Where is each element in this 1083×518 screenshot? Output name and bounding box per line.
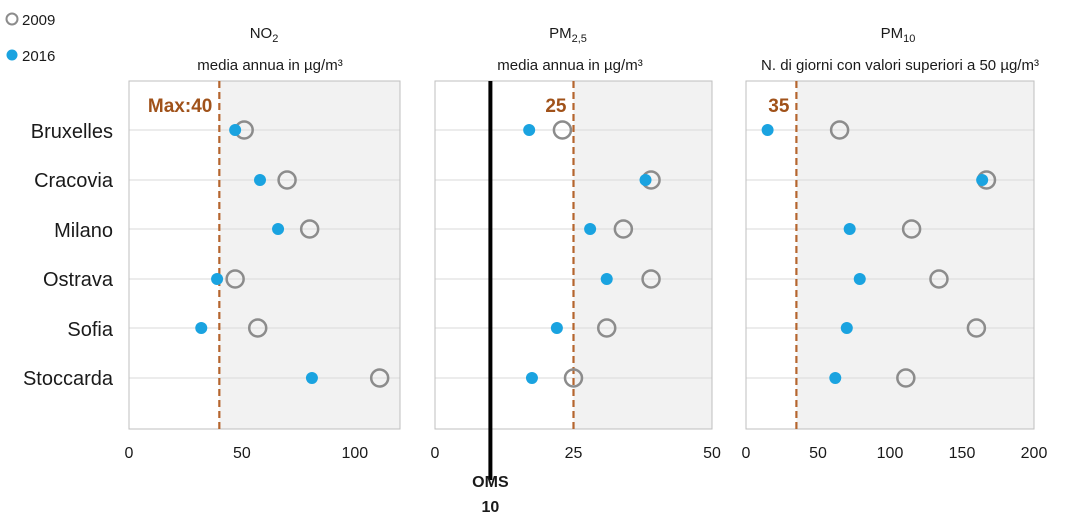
data-point-2009: [277, 170, 297, 190]
x-tick-label: 50: [703, 445, 721, 462]
data-point-2016: [305, 372, 318, 384]
category-label: Milano: [54, 220, 113, 242]
data-point-2016: [550, 322, 563, 334]
data-point-2016: [584, 223, 597, 235]
data-point-2009: [369, 368, 390, 388]
data-point-2009: [901, 219, 922, 239]
legend-marker-2009: [5, 12, 19, 26]
data-point-2009: [247, 318, 268, 338]
legend-label-2009: 2009: [22, 12, 55, 29]
category-label: Cracovia: [34, 170, 114, 192]
data-point-2016: [523, 124, 536, 136]
panel-title-subscript: 10: [903, 33, 915, 45]
data-point-2016: [639, 174, 652, 186]
limit-label: 25: [545, 96, 567, 117]
x-tick-label: 100: [341, 445, 368, 462]
data-point-2016: [211, 273, 224, 285]
data-point-2016: [976, 174, 989, 186]
category-label: Sofia: [67, 319, 113, 341]
panel-titles: NO2 media annua in µg/m³ PM2,5 media ann…: [197, 25, 1039, 74]
limit-label: 35: [768, 96, 790, 117]
who-guideline-value: 10: [482, 499, 500, 516]
panel-title-pm10: PM10: [881, 25, 916, 45]
data-point-2016: [272, 223, 285, 235]
data-point-2016: [853, 273, 866, 285]
legend-marker-2016: [6, 49, 18, 61]
panel-subtitle-pm25: media annua in µg/m³: [497, 57, 642, 74]
panel-subtitle-no2: media annua in µg/m³: [197, 57, 342, 74]
category-label: Ostrava: [43, 269, 114, 291]
panel-title-main: PM: [881, 25, 904, 42]
data-point-2016: [253, 174, 266, 186]
panel: OMS 10 25 0 25 50: [431, 80, 721, 516]
limit-label: Max:40: [148, 96, 212, 117]
x-tick-label: 0: [431, 445, 440, 462]
data-point-2009: [829, 120, 850, 140]
legend-label-2016: 2016: [22, 48, 55, 65]
data-point-2009: [896, 368, 916, 388]
data-point-2016: [525, 372, 538, 384]
who-guideline-label: OMS: [472, 474, 509, 491]
panel-title-main: NO: [250, 25, 273, 42]
data-point-2016: [843, 223, 856, 235]
x-tick-label: 0: [742, 445, 751, 462]
panels: Max:40 0 50 100 OMS 10 25 0 25 50 35 0 50 100 150 200: [125, 80, 1048, 516]
x-tick-label: 200: [1021, 445, 1048, 462]
data-point-2016: [229, 124, 242, 136]
data-point-2009: [299, 219, 320, 239]
data-point-2009: [552, 120, 573, 140]
panel-title-subscript: 2: [272, 33, 278, 45]
data-point-2009: [929, 269, 949, 289]
data-point-2016: [600, 273, 613, 285]
category-label: Stoccarda: [23, 368, 114, 390]
panel: Max:40 0 50 100: [125, 80, 401, 462]
data-point-2016: [195, 322, 208, 334]
plot-frame: [745, 80, 1035, 430]
x-tick-label: 50: [809, 445, 827, 462]
exceedance-shading: [573, 81, 712, 429]
x-tick-label: 150: [949, 445, 976, 462]
plot-frame: [128, 80, 401, 430]
data-point-2016: [761, 124, 774, 136]
data-point-2009: [966, 318, 987, 338]
panel-title-subscript: 2,5: [572, 33, 587, 45]
data-point-2009: [225, 269, 245, 289]
panel-title-main: PM: [549, 25, 572, 42]
data-point-2009: [563, 368, 584, 388]
x-tick-label: 50: [233, 445, 251, 462]
category-labels: Bruxelles Cracovia Milano Ostrava Sofia …: [23, 121, 114, 390]
panel-title-pm25: PM2,5: [549, 25, 587, 45]
data-point-2009: [613, 219, 634, 239]
data-point-2016: [829, 372, 842, 384]
x-tick-label: 0: [125, 445, 134, 462]
data-point-2016: [840, 322, 853, 334]
x-tick-label: 25: [565, 445, 583, 462]
data-point-2009: [596, 318, 617, 338]
panel: 35 0 50 100 150 200: [742, 80, 1048, 462]
category-label: Bruxelles: [31, 121, 113, 143]
panel-title-no2: NO2: [250, 25, 279, 45]
x-tick-label: 100: [877, 445, 904, 462]
exceedance-shading: [219, 81, 400, 429]
legend: 2009 2016: [5, 12, 55, 65]
panel-subtitle-pm10: N. di giorni con valori superiori a 50 µ…: [761, 57, 1039, 74]
data-point-2009: [641, 269, 661, 289]
